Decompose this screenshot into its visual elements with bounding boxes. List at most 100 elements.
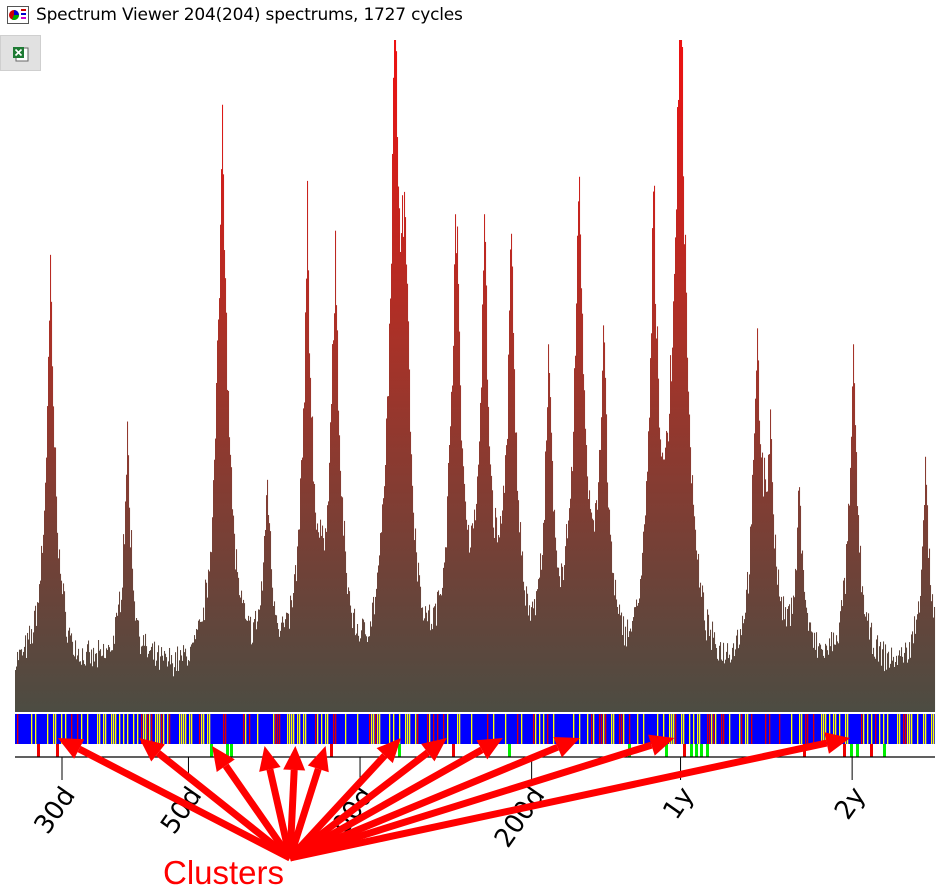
spectrum-bar (359, 641, 361, 712)
spectrum-bar (367, 642, 369, 712)
spectrum-bar (168, 661, 170, 712)
spectrum-bar (691, 483, 693, 712)
spectrum-bar (904, 652, 906, 712)
spectrum-bar (128, 455, 130, 712)
spectrum-bar (897, 664, 899, 712)
spectrum-bar (165, 653, 167, 712)
cluster-stripe (765, 714, 767, 744)
cluster-stripe (155, 714, 157, 744)
spectrum-bar (792, 613, 794, 712)
cluster-stripe (835, 714, 837, 744)
spectrum-bar (274, 601, 276, 712)
arrow-head (553, 737, 580, 758)
spectrum-bar (167, 666, 169, 712)
spectrum-bar (604, 342, 606, 712)
spectrum-bar (856, 452, 858, 712)
cluster-stripe (105, 714, 107, 744)
spectrum-bar (535, 615, 537, 712)
spectrum-bar (210, 551, 212, 712)
cluster-stripe (181, 714, 183, 744)
cluster-stripe (399, 714, 401, 744)
spectrum-bar (282, 616, 284, 712)
spectrum-bar (525, 605, 527, 712)
spectrum-bar (595, 503, 597, 712)
spectrum-bar (457, 226, 459, 712)
spectrum-bar (106, 648, 108, 712)
spectrum-bar (341, 496, 343, 712)
spectrum-bar (923, 520, 925, 712)
spectrum-bar (485, 241, 487, 713)
spectrum-bar (135, 620, 137, 712)
spectrum-bar (616, 599, 618, 712)
spectrum-bar (571, 466, 573, 712)
spectrum-bar (745, 612, 747, 712)
spectrum-bar (862, 586, 864, 712)
spectrum-bar (683, 176, 685, 712)
spectrum-bar (324, 550, 326, 712)
spectrum-bar (556, 550, 558, 712)
cluster-stripe (407, 714, 409, 744)
cluster-stripe (415, 714, 417, 744)
spectrum-bar (74, 656, 76, 712)
spectrum-bar (160, 656, 162, 712)
spectrum-bar (858, 515, 860, 712)
spectrum-bar (439, 595, 441, 712)
spectrum-bar (922, 546, 924, 712)
spectrum-bar (464, 483, 466, 712)
spectrum-bar (746, 589, 748, 712)
spectrum-bar (284, 627, 286, 712)
cluster-stripe (683, 714, 685, 744)
spectrum-bar (264, 535, 266, 712)
spectrum-bar (521, 555, 523, 712)
spectrum-bar (514, 369, 516, 712)
spectrum-bar (350, 605, 352, 712)
spectrum-bar (671, 381, 673, 712)
spectrum-bar (857, 506, 859, 712)
spectrum-bar (150, 650, 152, 712)
cluster-stripe (145, 714, 147, 744)
spectrum-bar (328, 501, 330, 712)
spectrum-bar (396, 51, 398, 712)
spectrum-bar (810, 622, 812, 712)
spectrum-bar (484, 214, 486, 712)
spectrum-bar (743, 623, 745, 712)
cluster-stripe (447, 714, 449, 744)
spectrum-bar (129, 507, 131, 712)
spectrum-bar (279, 636, 281, 712)
spectrum-bar (622, 635, 624, 712)
spectrum-bar (689, 414, 691, 712)
spectrum-bar (117, 615, 119, 712)
spectrum-bar (645, 515, 647, 712)
spectrum-bar (813, 647, 815, 712)
spectrum-bar (339, 435, 341, 712)
spectrum-bar (22, 655, 24, 712)
cluster-arrow (222, 763, 293, 860)
title-bar: Spectrum Viewer 204(204) spectrums, 1727… (0, 0, 942, 30)
spectrum-bar (389, 323, 391, 712)
spectrum-bar (619, 604, 621, 712)
spectrum-bar (917, 614, 919, 712)
spectrum-bar (830, 646, 832, 712)
spectrum-bar (700, 582, 702, 712)
export-excel-button[interactable] (0, 35, 41, 71)
spectrum-bar (872, 654, 874, 712)
cluster-stripe (829, 714, 831, 744)
spectrum-bar (314, 483, 316, 712)
spectrum-bar (441, 595, 443, 712)
spectrum-bar (190, 646, 192, 712)
spectrum-bar (430, 630, 432, 712)
spectrum-bar (18, 660, 20, 712)
spectrum-bar (758, 360, 760, 712)
spectrum-bar (868, 613, 870, 712)
cluster-stripe (471, 714, 473, 744)
spectrum-bar (519, 532, 521, 712)
spectrum-bar (123, 534, 125, 712)
spectrum-bar (238, 577, 240, 712)
cluster-marker (843, 744, 846, 757)
cluster-stripe (303, 714, 305, 744)
spectrum-bar (68, 630, 70, 712)
spectrum-bar (21, 649, 23, 712)
cluster-stripe (179, 714, 181, 744)
spectrum-bar (42, 552, 44, 712)
spectrum-bar (142, 645, 144, 712)
